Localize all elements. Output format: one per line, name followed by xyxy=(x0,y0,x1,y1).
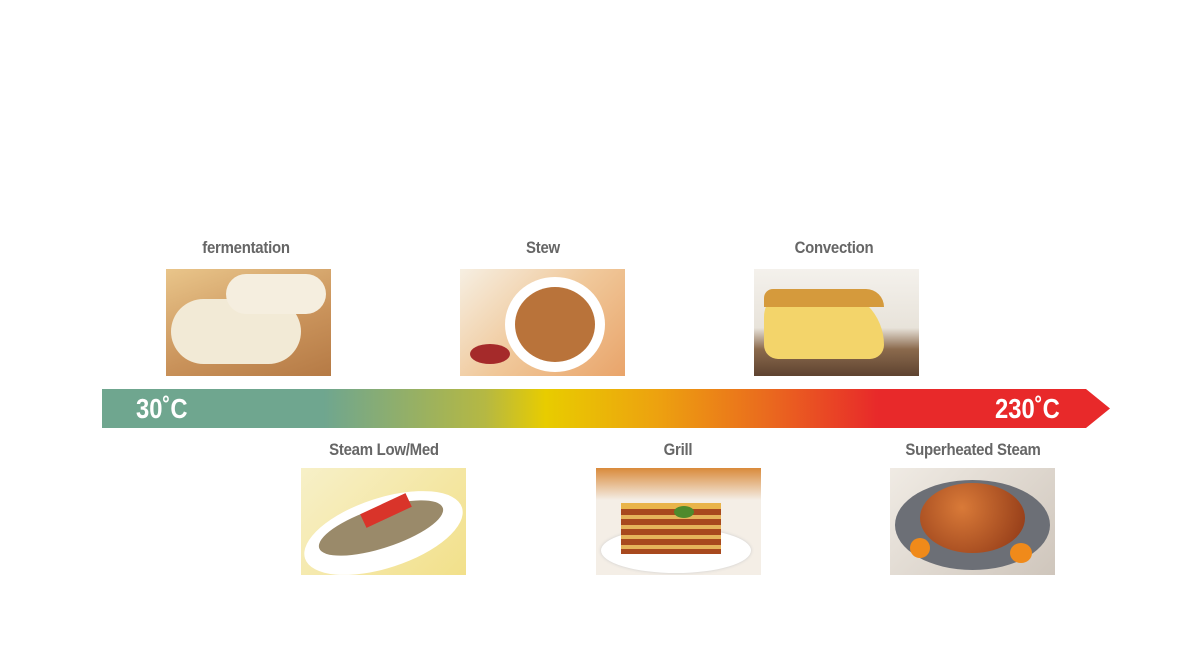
temperature-gradient-bar xyxy=(102,389,1110,428)
mode-label-grill: Grill xyxy=(663,440,693,459)
mode-label-fermentation: fermentation xyxy=(202,238,290,257)
mode-label-convection: Convection xyxy=(794,238,874,257)
soup-bowl-photo xyxy=(460,269,625,376)
lasagna-photo xyxy=(596,468,761,575)
max-temperature-label: 230˚C xyxy=(995,393,1060,424)
mode-label-stew: Stew xyxy=(526,238,560,257)
chiffon-cake-photo xyxy=(754,269,919,376)
roast-chicken-photo xyxy=(890,468,1055,575)
min-temperature-label: 30˚C xyxy=(136,393,188,424)
mode-label-steam-low-med: Steam Low/Med xyxy=(329,440,439,459)
croissant-dough-photo xyxy=(166,269,331,376)
mode-label-superheated-steam: Superheated Steam xyxy=(905,440,1041,459)
steamed-fish-photo xyxy=(301,468,466,575)
